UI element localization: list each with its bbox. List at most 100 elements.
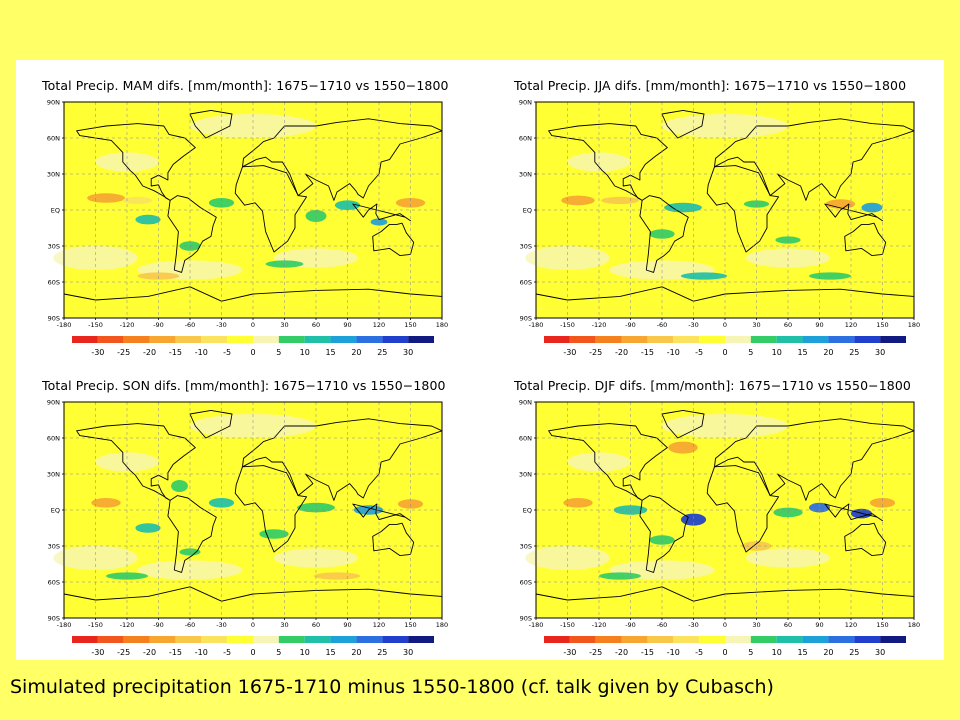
figure-area: Total Precip. MAM difs. [mm/month]: 1675… bbox=[16, 60, 944, 660]
lon-tick-label: -120 bbox=[120, 621, 135, 629]
colorbar-swatch bbox=[123, 336, 150, 343]
map-panel-mam: Total Precip. MAM difs. [mm/month]: 1675… bbox=[22, 60, 462, 357]
lat-tick-label: 90N bbox=[519, 399, 532, 407]
colorbar-tick-label: 10 bbox=[772, 348, 782, 357]
near-zero-region bbox=[746, 248, 830, 268]
coastline bbox=[639, 195, 689, 273]
colorbar-swatch bbox=[278, 336, 305, 343]
coastline bbox=[548, 123, 668, 201]
colorbar-tick-label: 10 bbox=[772, 648, 782, 657]
colorbar-tick-label: -20 bbox=[143, 648, 156, 657]
lon-tick-label: 120 bbox=[373, 321, 385, 329]
precip-map: 90N 60N 30N EQ 30S 60S 90S-180 -150 -120 -90 -60 -3… bbox=[47, 399, 448, 630]
colorbar-swatch bbox=[356, 336, 383, 343]
colorbar-swatch bbox=[123, 636, 150, 643]
coastline bbox=[714, 418, 915, 501]
lon-tick-label: 0 bbox=[251, 321, 255, 329]
colorbar-swatch bbox=[725, 636, 751, 643]
precip-anomaly-region bbox=[668, 441, 698, 454]
colorbar-swatch bbox=[854, 336, 881, 343]
coastline bbox=[661, 409, 705, 439]
lat-tick-label: 60S bbox=[48, 579, 60, 587]
lon-tick-label: -30 bbox=[688, 321, 699, 329]
coastline bbox=[167, 195, 217, 273]
colorbar-swatch bbox=[725, 336, 751, 343]
precip-anomaly-region bbox=[664, 202, 702, 213]
lon-tick-label: 60 bbox=[312, 321, 320, 329]
coastline bbox=[639, 495, 689, 573]
colorbar-swatch bbox=[776, 336, 803, 343]
lat-tick-label: 30S bbox=[48, 243, 60, 251]
colorbar-swatch bbox=[72, 336, 98, 343]
colorbar-swatch bbox=[330, 636, 357, 643]
lon-tick-label: -90 bbox=[625, 621, 636, 629]
colorbar-swatch bbox=[278, 636, 305, 643]
colorbar-swatch bbox=[880, 336, 906, 343]
lon-tick-label: 180 bbox=[436, 321, 448, 329]
colorbar-tick-label: 0 bbox=[250, 648, 255, 657]
lon-tick-label: 60 bbox=[784, 621, 792, 629]
lat-tick-label: 90N bbox=[47, 399, 60, 407]
colorbar-swatch bbox=[828, 636, 855, 643]
colorbar-tick-label: -25 bbox=[117, 648, 130, 657]
lat-tick-label: 60S bbox=[48, 279, 60, 287]
colorbar-swatch bbox=[149, 336, 176, 343]
coastline bbox=[242, 418, 443, 501]
colorbar-swatch bbox=[175, 636, 202, 643]
colorbar-tick-label: -15 bbox=[641, 648, 654, 657]
precip-anomaly-region bbox=[208, 198, 235, 208]
coastline bbox=[352, 203, 411, 222]
lon-tick-label: 120 bbox=[373, 621, 385, 629]
coastline bbox=[372, 522, 415, 557]
lon-tick-label: 30 bbox=[752, 321, 760, 329]
precip-anomaly-region bbox=[561, 195, 595, 206]
precip-anomaly-region bbox=[313, 572, 361, 580]
colorbar-swatch bbox=[544, 636, 570, 643]
coastline bbox=[76, 123, 196, 201]
coastline bbox=[189, 109, 233, 139]
colorbar-tick-label: 30 bbox=[875, 348, 885, 357]
map-panel-djf: Total Precip. DJF difs. [mm/month]: 1675… bbox=[494, 360, 934, 657]
coastline bbox=[167, 495, 217, 573]
lon-tick-label: -90 bbox=[625, 321, 636, 329]
lon-tick-label: -60 bbox=[657, 321, 668, 329]
colorbar-swatch bbox=[880, 636, 906, 643]
colorbar-swatch bbox=[175, 336, 202, 343]
colorbar-swatch bbox=[408, 636, 434, 643]
lat-tick-label: 30N bbox=[47, 471, 60, 479]
coastline bbox=[234, 465, 308, 553]
lat-tick-label: EQ bbox=[51, 507, 60, 515]
colorbar-tick-label: -20 bbox=[143, 348, 156, 357]
colorbar-tick-label: 5 bbox=[276, 348, 281, 357]
lon-tick-label: -120 bbox=[592, 621, 607, 629]
colorbar-tick-label: -5 bbox=[695, 648, 703, 657]
colorbar-tick-label: 0 bbox=[722, 348, 727, 357]
precip-map: 90N 60N 30N EQ 30S 60S 90S-180 -150 -120 -90 -60 -3… bbox=[519, 99, 920, 330]
colorbar-swatch bbox=[227, 336, 253, 343]
precip-anomaly-region bbox=[137, 272, 180, 280]
coastline bbox=[824, 503, 883, 522]
colorbar-swatch bbox=[776, 636, 803, 643]
lat-tick-label: 60N bbox=[47, 435, 60, 443]
lat-tick-label: 30S bbox=[520, 243, 532, 251]
lon-tick-label: 0 bbox=[251, 621, 255, 629]
colorbar-tick-label: -30 bbox=[91, 348, 104, 357]
lon-tick-label: -90 bbox=[153, 621, 164, 629]
lat-tick-label: 60N bbox=[519, 135, 532, 143]
colorbar-tick-label: 15 bbox=[325, 648, 335, 657]
lon-tick-label: -150 bbox=[88, 621, 103, 629]
colorbar-swatch bbox=[673, 636, 700, 643]
map-panel-son: Total Precip. SON difs. [mm/month]: 1675… bbox=[22, 360, 462, 657]
colorbar-tick-label: -5 bbox=[223, 348, 231, 357]
colorbar-tick-label: 25 bbox=[377, 648, 387, 657]
colorbar-tick-label: 25 bbox=[849, 348, 859, 357]
precip-anomaly-region bbox=[91, 498, 121, 508]
coastline bbox=[706, 165, 780, 253]
precip-anomaly-region bbox=[259, 529, 289, 539]
map-panel-jja: Total Precip. JJA difs. [mm/month]: 1675… bbox=[494, 60, 934, 357]
precip-map: 90N 60N 30N EQ 30S 60S 90S-180 -150 -120 -90 -60 -3… bbox=[47, 99, 448, 330]
lon-tick-label: -60 bbox=[657, 621, 668, 629]
colorbar-tick-label: 15 bbox=[797, 648, 807, 657]
precip-anomaly-region bbox=[135, 523, 161, 533]
precip-anomaly-region bbox=[869, 498, 896, 508]
